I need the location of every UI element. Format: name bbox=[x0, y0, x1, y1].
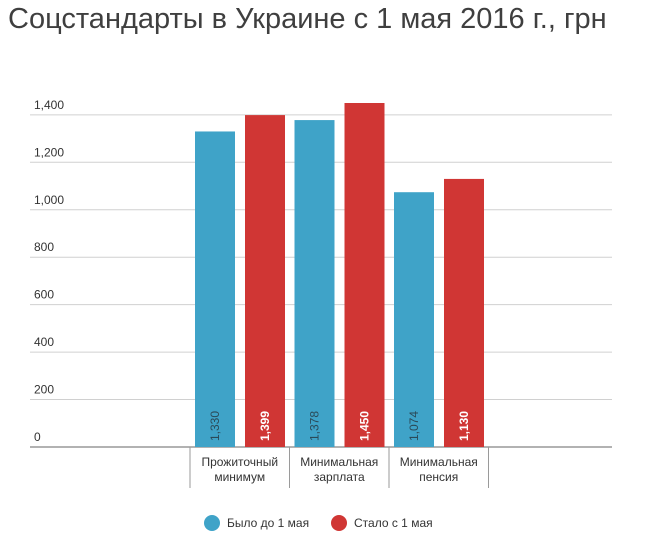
bar-value-label: 1,074 bbox=[407, 411, 421, 441]
legend: Было до 1 мая Стало с 1 мая bbox=[204, 515, 433, 531]
category-label: Минимальная bbox=[300, 455, 378, 469]
legend-swatch bbox=[204, 515, 220, 531]
category-label: Минимальная bbox=[400, 455, 478, 469]
bar bbox=[245, 115, 285, 448]
y-tick-label: 800 bbox=[34, 240, 54, 254]
y-tick-label: 400 bbox=[34, 335, 54, 349]
bar bbox=[394, 192, 434, 447]
bar-value-label: 1,399 bbox=[258, 411, 272, 441]
y-tick-label: 0 bbox=[34, 430, 41, 444]
bar-value-label: 1,450 bbox=[358, 411, 372, 441]
bar-value-label: 1,130 bbox=[457, 411, 471, 441]
legend-label: Стало с 1 мая bbox=[354, 516, 433, 530]
chart-title: Соцстандарты в Украине с 1 мая 2016 г., … bbox=[8, 3, 607, 35]
bar bbox=[344, 103, 385, 447]
bar bbox=[294, 120, 335, 447]
y-tick-label: 200 bbox=[34, 383, 54, 397]
bar bbox=[444, 178, 484, 447]
legend-label: Было до 1 мая bbox=[227, 516, 309, 530]
category-label: Прожиточный bbox=[201, 455, 278, 469]
bar-value-label: 1,330 bbox=[208, 411, 222, 441]
legend-swatch bbox=[331, 515, 347, 531]
category-label: зарплата bbox=[314, 470, 365, 484]
bar-value-label: 1,378 bbox=[308, 411, 322, 441]
category-axis: ПрожиточныйминимумМинимальнаязарплатаМин… bbox=[189, 447, 489, 488]
bar bbox=[195, 131, 235, 447]
category-label: пенсия bbox=[419, 470, 458, 484]
bars: 1,330 1,399 1,378 1,450 1,074 1,130 bbox=[195, 103, 484, 448]
category-label: минимум bbox=[214, 470, 265, 484]
y-tick-label: 1,000 bbox=[34, 193, 64, 207]
y-tick-label: 1,400 bbox=[34, 98, 64, 112]
y-tick-label: 1,200 bbox=[34, 145, 64, 159]
y-tick-label: 600 bbox=[34, 288, 54, 302]
